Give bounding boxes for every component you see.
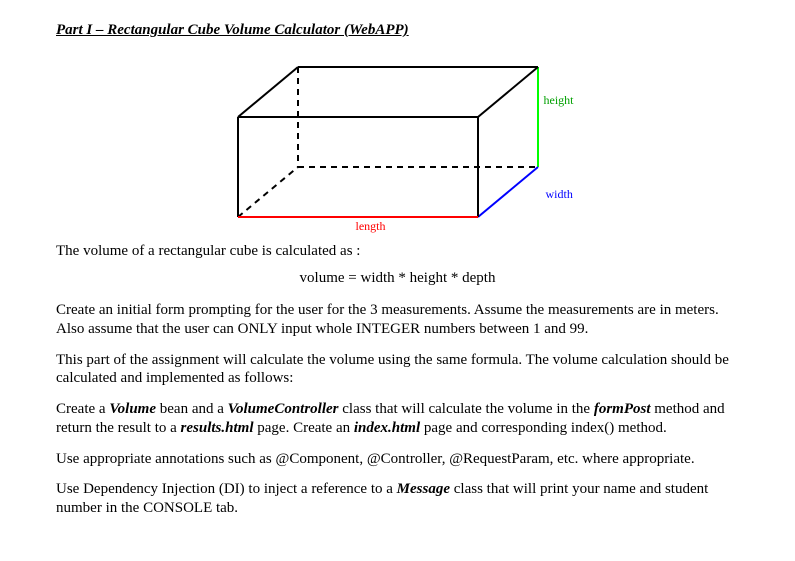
diagram-container: height width length: [56, 47, 739, 237]
intro-text: The volume of a rectangular cube is calc…: [56, 243, 739, 260]
p3-b: Volume: [109, 401, 156, 417]
p5-a: Use Dependency Injection (DI) to inject …: [56, 481, 397, 497]
p3-f: formPost: [594, 401, 651, 417]
paragraph-5: Use Dependency Injection (DI) to inject …: [56, 480, 739, 518]
paragraph-1: Create an initial form prompting for the…: [56, 301, 739, 339]
document-page: Part I – Rectangular Cube Volume Calcula…: [0, 0, 795, 546]
section-title: Part I – Rectangular Cube Volume Calcula…: [56, 22, 739, 39]
label-width: width: [546, 187, 573, 202]
p3-k: page and corresponding index() method.: [420, 420, 667, 436]
p3-a: Create a: [56, 401, 109, 417]
paragraph-3: Create a Volume bean and a VolumeControl…: [56, 400, 739, 438]
p3-j: index.html: [354, 420, 420, 436]
p3-h: results.html: [181, 420, 254, 436]
cube-diagram: height width length: [208, 47, 588, 237]
paragraph-2: This part of the assignment will calcula…: [56, 351, 739, 389]
cube-svg: [208, 47, 588, 237]
paragraph-4: Use appropriate annotations such as @Com…: [56, 450, 739, 469]
p3-i: page. Create an: [254, 420, 354, 436]
label-length: length: [356, 219, 386, 234]
label-height: height: [544, 93, 574, 108]
formula-text: volume = width * height * depth: [56, 270, 739, 287]
p3-e: class that will calculate the volume in …: [339, 401, 594, 417]
p5-b: Message: [397, 481, 450, 497]
p3-d: VolumeController: [228, 401, 339, 417]
p3-c: bean and a: [156, 401, 228, 417]
